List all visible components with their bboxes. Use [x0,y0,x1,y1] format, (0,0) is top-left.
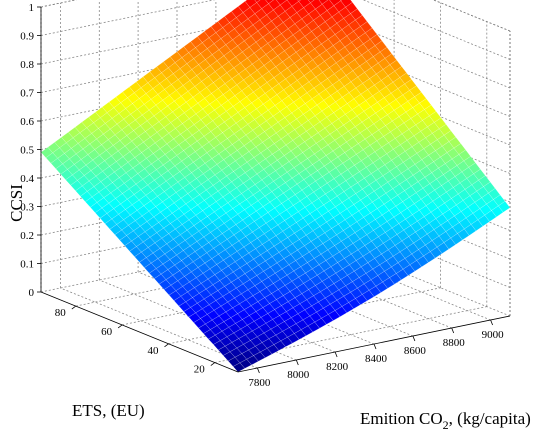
y-tick-mark [295,359,299,366]
x-tick-mark [164,343,169,348]
y-tick-mark [490,319,493,326]
z-tick-label: 0.9 [20,31,34,43]
x-tick-label: 80 [55,307,67,319]
y-tick-label: 8600 [404,345,427,357]
y-axis-label-suffix: , (kg/capita) [449,409,531,428]
z-tick-label: 1 [29,2,35,14]
y-tick-mark [373,343,377,350]
z-tick-label: 0 [29,287,35,299]
x-tick-mark [210,362,216,366]
y-axis-label: Emition CO2, (kg/capita) [360,409,531,432]
x-tick-mark [117,324,123,329]
z-tick-label: 0.2 [20,230,34,242]
x-tick-label: 60 [101,326,113,338]
tick-labels: 0 0.1 0.2 0.3 0.4 0.5 0.6 0.7 0.8 0.9 1 20 40 60 80 780… [20,2,504,389]
y-tick-mark [334,351,338,358]
z-tick-label: 0.5 [20,145,34,157]
z-tick-label: 0.1 [20,259,34,271]
floor-grid-line [60,287,258,369]
z-tick-label: 0.7 [20,88,34,100]
z-tick-label: 0.4 [20,173,34,185]
z-axis-label: CCSI [7,184,26,222]
x-tick-label: 40 [148,345,160,357]
y-tick-mark [451,327,455,334]
y-tick-label: 8800 [443,337,466,349]
y-tick-label: 8400 [365,353,388,365]
y-tick-label: 8200 [326,361,349,373]
y-axis-label-subscript: 2 [443,418,449,432]
y-tick-label: 8000 [287,369,310,381]
floor-grid-line [99,279,297,361]
surface-cell [308,0,315,4]
surface-cell [232,362,246,373]
surface-cell [254,0,261,3]
y-tick-label: 9000 [482,329,505,341]
x-tick-mark [71,305,77,310]
surface-mesh [40,0,511,373]
y-tick-mark [257,367,260,374]
x-axis-line [40,291,239,373]
x-tick-label: 20 [194,364,206,376]
x-axis-label: ETS, (EU) [72,401,145,420]
z-tick-label: 0.8 [20,59,34,71]
y-tick-label: 7800 [248,377,271,389]
y-axis-label-prefix: Emition CO [360,409,443,428]
z-tick-label: 0.3 [20,202,34,214]
z-tick-label: 0.6 [20,116,34,128]
y-tick-mark [412,335,416,342]
